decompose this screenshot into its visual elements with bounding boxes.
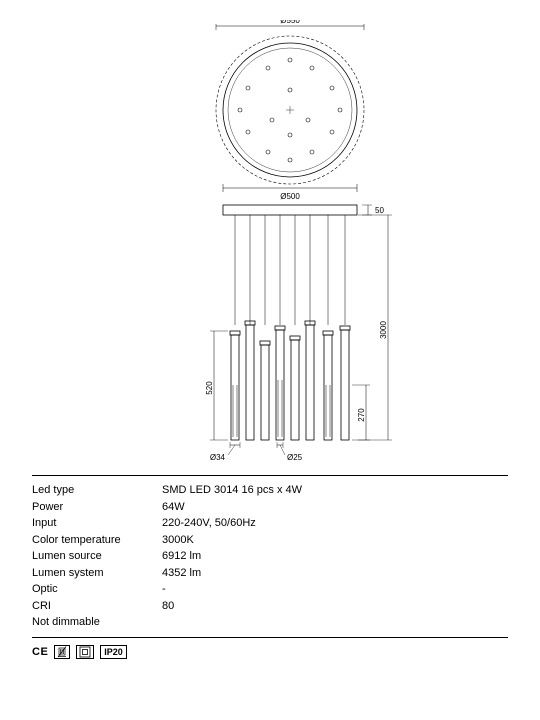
spec-value: 220-240V, 50/60Hz: [162, 515, 508, 532]
spec-label: Not dimmable: [32, 614, 162, 631]
dim-outer-dia: Ø550: [280, 20, 300, 25]
ce-mark-icon: CE: [32, 646, 48, 658]
spec-label: Lumen source: [32, 548, 162, 565]
dim-inner-dia: Ø500: [280, 192, 300, 201]
spec-row: Not dimmable: [32, 614, 508, 631]
spec-row: CRI 80: [32, 598, 508, 615]
spec-value: SMD LED 3014 16 pcs x 4W: [162, 482, 508, 499]
spec-label: Power: [32, 499, 162, 516]
certifications: CE IP20: [32, 645, 127, 659]
class2-icon: [76, 645, 94, 659]
dim-total-drop: 3000: [379, 321, 388, 339]
spec-row: Optic -: [32, 581, 508, 598]
dim-inner-tube: 270: [357, 408, 366, 422]
spec-row: Lumen source 6912 lm: [32, 548, 508, 565]
spec-value: 64W: [162, 499, 508, 516]
technical-drawing: Ø550 Ø500 50: [130, 20, 450, 460]
spec-value: [162, 614, 508, 631]
ip-rating: IP20: [100, 645, 127, 659]
spec-row: Led type SMD LED 3014 16 pcs x 4W: [32, 482, 508, 499]
spec-row: Power 64W: [32, 499, 508, 516]
spec-label: Input: [32, 515, 162, 532]
dim-tube-outer: Ø34: [210, 453, 226, 460]
spec-label: Led type: [32, 482, 162, 499]
spec-row: Color temperature 3000K: [32, 532, 508, 549]
spec-value: 6912 lm: [162, 548, 508, 565]
side-view: 50: [205, 205, 392, 460]
spec-value: 3000K: [162, 532, 508, 549]
top-view: Ø550 Ø500: [216, 20, 364, 201]
spec-label: Color temperature: [32, 532, 162, 549]
spec-value: 80: [162, 598, 508, 615]
dim-tube-len: 520: [205, 381, 214, 395]
spec-label: Lumen system: [32, 565, 162, 582]
spec-table: Led type SMD LED 3014 16 pcs x 4W Power …: [32, 475, 508, 638]
spec-row: Lumen system 4352 lm: [32, 565, 508, 582]
spec-value: 4352 lm: [162, 565, 508, 582]
page: Ø550 Ø500 50: [0, 0, 540, 720]
drawing-svg: Ø550 Ø500 50: [130, 20, 450, 460]
spec-label: Optic: [32, 581, 162, 598]
dim-canopy-h: 50: [375, 206, 384, 215]
spec-value: -: [162, 581, 508, 598]
weee-icon: [54, 645, 70, 659]
spec-label: CRI: [32, 598, 162, 615]
dim-tube-inner: Ø25: [287, 453, 303, 460]
spec-row: Input 220-240V, 50/60Hz: [32, 515, 508, 532]
